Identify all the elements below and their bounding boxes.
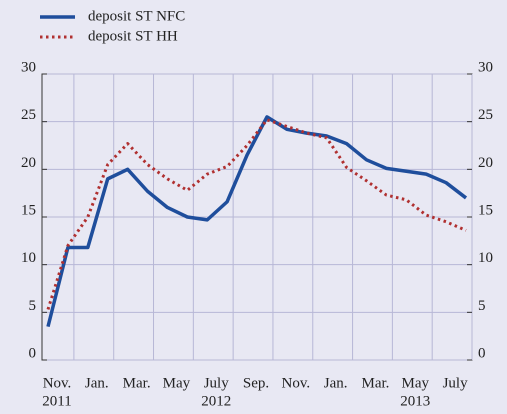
x-tick-label: Jan. — [324, 375, 348, 391]
x-tick-label: July — [443, 375, 469, 391]
x-tick-label: Nov. — [43, 375, 72, 391]
y2-tick-label: 0 — [478, 345, 486, 361]
y2-tick-label: 30 — [478, 59, 493, 75]
y2-tick-label: 25 — [478, 107, 493, 123]
x-tick-label: Mar. — [362, 375, 390, 391]
x-tick-label: Nov. — [282, 375, 311, 391]
x-tick-label: Jan. — [85, 375, 109, 391]
x-tick-label: May — [402, 375, 430, 391]
series-line — [46, 115, 468, 328]
x-tick-label: Mar. — [123, 375, 151, 391]
y2-tick-label: 5 — [478, 298, 486, 314]
legend-label: deposit ST NFC — [88, 8, 185, 24]
year-label: 2013 — [400, 393, 430, 409]
legend-label: deposit ST HH — [88, 28, 178, 44]
x-tick-label: May — [163, 375, 191, 391]
y-tick-label: 5 — [29, 298, 37, 314]
y2-tick-label: 10 — [478, 250, 493, 266]
y2-tick-label: 15 — [478, 202, 493, 218]
y2-tick-label: 20 — [478, 155, 493, 171]
y-tick-label: 10 — [21, 250, 36, 266]
y-tick-label: 20 — [21, 155, 36, 171]
y-tick-label: 0 — [29, 345, 37, 361]
y-tick-label: 25 — [21, 107, 36, 123]
x-tick-label: July — [204, 375, 230, 391]
y-tick-label: 15 — [21, 202, 36, 218]
series-line — [46, 118, 467, 310]
year-label: 2011 — [42, 393, 71, 409]
y-tick-label: 30 — [21, 59, 36, 75]
x-tick-label: Sep. — [243, 375, 269, 391]
year-label: 2012 — [201, 393, 231, 409]
